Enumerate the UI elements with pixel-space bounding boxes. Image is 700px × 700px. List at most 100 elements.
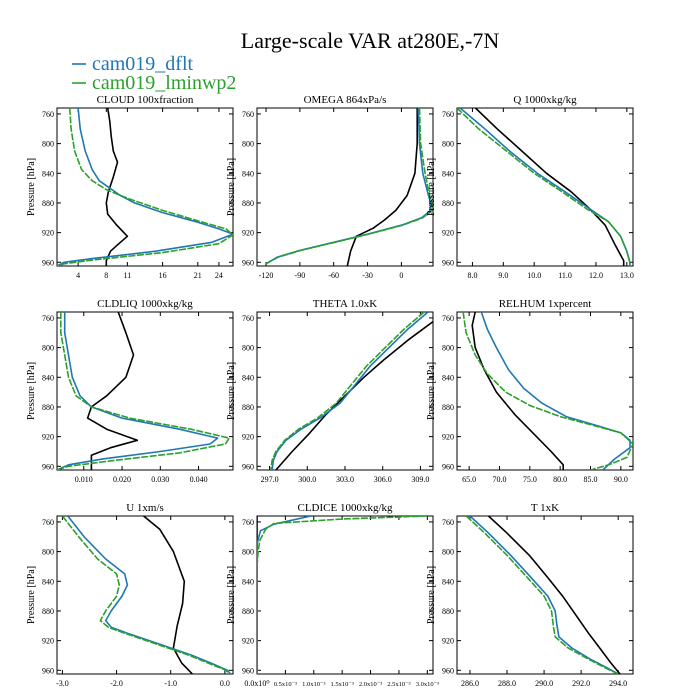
y-tick-label: 880	[42, 403, 54, 412]
y-tick-label: 880	[442, 199, 454, 208]
y-axis-label: Pressure [hPa]	[26, 158, 37, 216]
x-tick-label: 288.0	[498, 679, 516, 688]
y-tick-label: 760	[242, 110, 254, 119]
panel-title: CLOUD 100xfraction	[97, 94, 194, 106]
series-line-obs	[143, 516, 193, 674]
y-tick-label: 760	[242, 314, 254, 323]
series-line-lminwp2	[457, 108, 631, 266]
y-axis-label: Pressure [hPa]	[226, 566, 237, 624]
plot-frame	[456, 107, 634, 267]
y-tick-label: 960	[442, 666, 454, 675]
panel-6: RELHUM 1xpercent Pressure [hPa] 760 800 840 8…	[426, 298, 634, 484]
y-tick-label: 840	[42, 577, 54, 586]
plot-frame	[56, 311, 234, 471]
x-tick-label: 11	[124, 271, 132, 280]
series-line-dflt	[57, 312, 219, 470]
x-tick-label: 8	[104, 271, 108, 280]
y-tick-label: 800	[42, 140, 54, 149]
panel-title: RELHUM 1xpercent	[499, 298, 592, 310]
series-line-obs	[474, 108, 625, 266]
x-tick-label: 290.0	[535, 679, 553, 688]
y-tick-label: 960	[42, 462, 54, 471]
y-tick-label: 840	[442, 577, 454, 586]
panel-title: Q 1000xkg/kg	[513, 94, 577, 106]
x-tick-label: 12.0	[589, 271, 603, 280]
panel-title: CLDICE 1000xkg/kg	[297, 502, 393, 514]
y-axis-label: Pressure [hPa]	[426, 362, 437, 420]
y-tick-label: 760	[442, 314, 454, 323]
x-tick-label: 75.0	[523, 475, 537, 484]
y-tick-label: 800	[242, 344, 254, 353]
y-tick-label: 880	[42, 199, 54, 208]
y-tick-label: 960	[242, 258, 254, 267]
x-tick-label: 297.0	[261, 475, 279, 484]
plot-frame	[456, 515, 634, 675]
y-tick-label: 840	[242, 169, 254, 178]
x-tick-label: 2.5x10⁻³	[387, 681, 410, 688]
y-tick-label: 800	[42, 344, 54, 353]
x-tick-label: 0.0	[220, 679, 230, 688]
y-tick-label: 760	[42, 314, 54, 323]
plot-frame	[456, 311, 634, 471]
series-line-obs	[275, 320, 433, 470]
y-tick-label: 920	[442, 433, 454, 442]
y-axis-label: Pressure [hPa]	[26, 566, 37, 624]
panel-1: CLOUD 100xfraction Pressure [hPa] 760 800 84…	[26, 94, 234, 280]
y-tick-label: 760	[242, 518, 254, 527]
series-line-lminwp2	[61, 516, 230, 674]
legend-label-lminwp2: cam019_lminwp2	[92, 72, 236, 94]
y-tick-label: 920	[42, 229, 54, 238]
x-tick-label: -30	[362, 271, 373, 280]
y-tick-label: 960	[42, 258, 54, 267]
panel-9: T 1xK Pressure [hPa] 760 800 840 880 920 960 286…	[426, 502, 634, 688]
y-tick-label: 920	[242, 637, 254, 646]
plot-frame	[256, 515, 434, 675]
x-tick-label: 13.0	[620, 271, 634, 280]
x-tick-label: 0.010	[75, 475, 93, 484]
series-line-lminwp2	[462, 312, 633, 470]
x-tick-label: 0.5x10⁻³	[274, 681, 297, 688]
x-tick-label: 300.0	[298, 475, 316, 484]
y-tick-label: 920	[42, 637, 54, 646]
y-tick-label: 800	[242, 140, 254, 149]
panel-2: OMEGA 864xPa/s Pressure [hPa] 760 800 840 880…	[226, 94, 434, 280]
series-line-lminwp2	[270, 312, 425, 470]
y-tick-label: 920	[442, 229, 454, 238]
y-tick-label: 840	[42, 169, 54, 178]
x-tick-label: 0.020	[113, 475, 131, 484]
plot-frame	[256, 311, 434, 471]
x-tick-label: 85.0	[584, 475, 598, 484]
y-tick-label: 800	[442, 344, 454, 353]
y-tick-label: 760	[42, 110, 54, 119]
series-line-dflt	[469, 516, 619, 674]
x-tick-label: 294.0	[609, 679, 627, 688]
series-line-lminwp2	[465, 516, 619, 674]
y-tick-label: 960	[42, 666, 54, 675]
series-line-obs	[346, 108, 418, 266]
plot-frame	[56, 107, 234, 267]
y-tick-label: 880	[242, 199, 254, 208]
panel-title: THETA 1.0xK	[313, 298, 378, 310]
y-tick-label: 760	[442, 110, 454, 119]
x-tick-label: -120	[259, 271, 274, 280]
series-line-dflt	[57, 108, 233, 266]
x-tick-label: 0.0x10⁰	[244, 679, 269, 688]
plot-frame	[256, 107, 434, 267]
plot-frame	[56, 515, 234, 675]
x-tick-label: 65.0	[462, 475, 476, 484]
x-tick-label: -60	[328, 271, 339, 280]
y-tick-label: 880	[242, 607, 254, 616]
y-tick-label: 920	[442, 637, 454, 646]
x-tick-label: 10.0	[527, 271, 541, 280]
series-line-obs	[105, 108, 129, 266]
y-tick-label: 800	[242, 548, 254, 557]
y-tick-label: 760	[442, 518, 454, 527]
x-tick-label: -2.0	[110, 679, 123, 688]
panel-4: CLDLIQ 1000xkg/kg Pressure [hPa] 760 800 840…	[26, 298, 234, 484]
x-tick-label: 292.0	[572, 679, 590, 688]
x-tick-label: 16	[159, 271, 167, 280]
series-line-lminwp2	[265, 108, 433, 265]
x-tick-label: 70.0	[492, 475, 506, 484]
series-line-obs	[86, 312, 139, 470]
x-tick-label: 21	[194, 271, 202, 280]
